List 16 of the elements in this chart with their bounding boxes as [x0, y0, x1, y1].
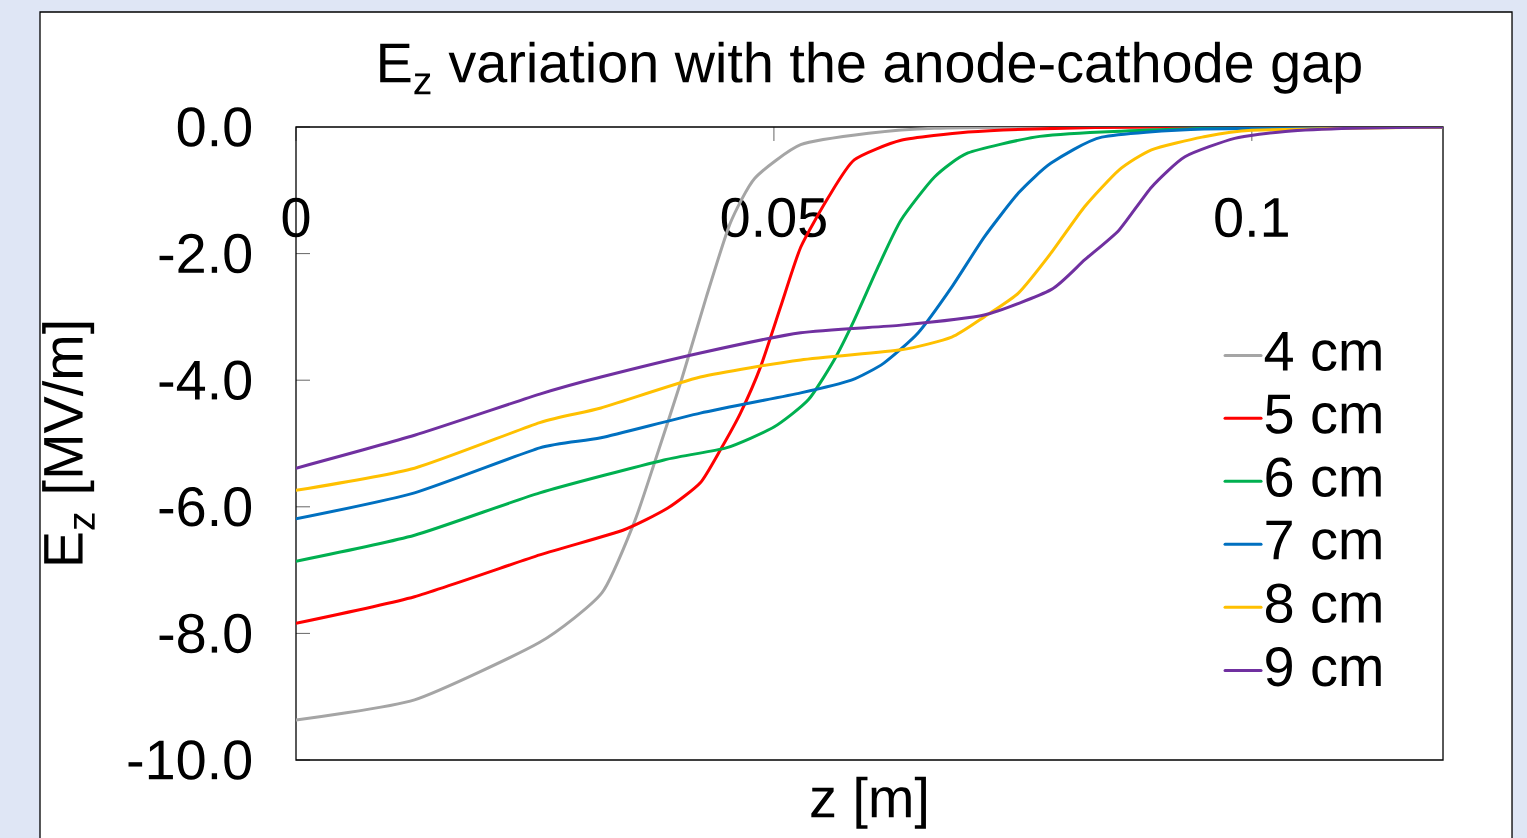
- legend-label: 7 cm: [1266, 520, 1381, 560]
- y-tick-label: -4.0: [159, 360, 252, 400]
- y-tick-label: -10.0: [128, 740, 252, 780]
- legend-label: 5 cm: [1265, 394, 1381, 434]
- x-axis-title: z [m]: [811, 776, 926, 829]
- legend-label: 9 cm: [1266, 646, 1381, 687]
- y-tick-label: -8.0: [159, 613, 252, 654]
- legend-label: 4 cm: [1264, 332, 1381, 371]
- y-tick-label: -6.0: [159, 487, 252, 527]
- legend-label: 8 cm: [1265, 583, 1381, 624]
- y-tick-label: 0.0: [177, 107, 252, 147]
- legend-label: 6 cm: [1266, 457, 1381, 498]
- chart-title: E$_{z}$ variation with the anode-cathode gap: [380, 41, 1361, 95]
- y-axis-title: E$_{z}$ [MV/m]: [42, 322, 95, 564]
- y-tick-label: -2.0: [159, 233, 252, 274]
- x-tick-label: 0.1: [1215, 197, 1288, 238]
